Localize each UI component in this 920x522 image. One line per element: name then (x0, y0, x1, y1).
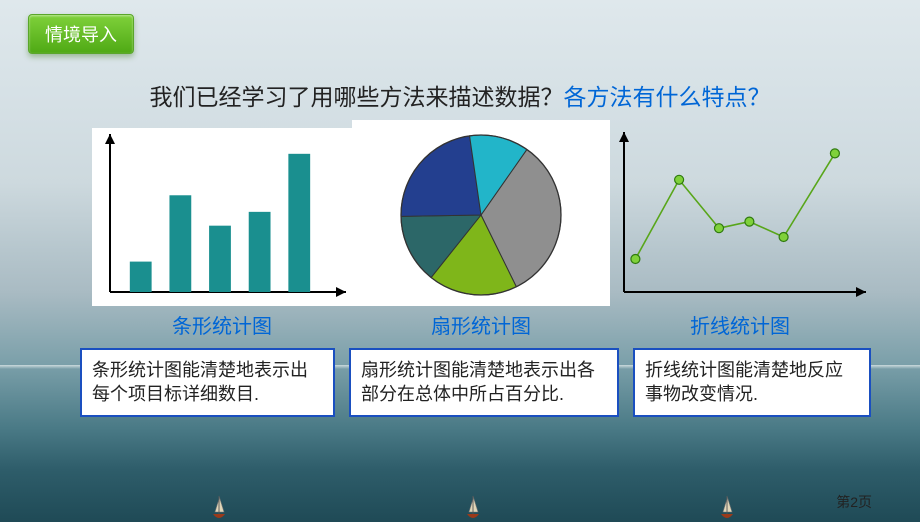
pie-chart-desc: 扇形统计图能清楚地表示出各部分在总体中所占百分比. (349, 348, 619, 417)
sailboat-icon (466, 494, 480, 522)
pie-chart-label: 扇形统计图 (431, 310, 531, 339)
pie-chart-cell: 扇形统计图 (352, 120, 610, 339)
page-number: 第2页 (836, 492, 872, 512)
heading: 我们已经学习了用哪些方法来描述数据？各方法有什么特点？ (0, 78, 920, 112)
bar-chart (92, 128, 352, 306)
bar-chart-label: 条形统计图 (172, 310, 272, 339)
sailboat-icon (212, 494, 226, 522)
sailboat-icon (720, 494, 734, 522)
heading-part2: 各方法有什么特点？ (564, 84, 771, 110)
line-chart (610, 128, 870, 306)
line-chart-desc: 折线统计图能清楚地反应事物改变情况. (633, 348, 871, 417)
line-chart-label: 折线统计图 (690, 310, 790, 339)
descriptions-row: 条形统计图能清楚地表示出每个项目标详细数目. 扇形统计图能清楚地表示出各部分在总… (80, 348, 886, 417)
bar-chart-cell: 条形统计图 (92, 128, 352, 339)
line-chart-cell: 折线统计图 (610, 128, 870, 339)
bar-chart-desc: 条形统计图能清楚地表示出每个项目标详细数目. (80, 348, 335, 417)
section-badge: 情境导入 (28, 14, 134, 54)
heading-part1: 我们已经学习了用哪些方法来描述数据？ (150, 84, 564, 110)
pie-chart (352, 120, 610, 306)
charts-row: 条形统计图 扇形统计图 折线统计图 (92, 120, 882, 339)
